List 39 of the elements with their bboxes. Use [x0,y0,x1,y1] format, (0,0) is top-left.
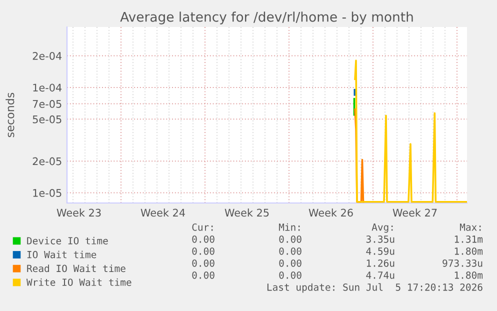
text: 1.80m [454,271,483,279]
text: Max: [460,224,481,231]
y-axis-title: seconds [6,92,14,138]
text: 1.31m [454,235,483,243]
text: Last update: Sun Jul 5 17:20:13 2026 [267,283,482,293]
text: 1.26u [366,259,394,267]
y-tick-label: 1e-04 [33,84,62,92]
text: 1.80m [454,247,483,255]
line-series [354,60,467,203]
text: 0.00 [279,247,302,255]
y-tick-label: 2e-05 [32,157,62,166]
legend-label: Read IO Wait time [27,264,126,272]
legend-label: Write IO Wait time [26,278,132,286]
x-tick-label: Week 25 [224,208,269,217]
text: 3.35u [366,235,394,243]
x-tick-label: Week 23 [56,208,101,217]
text: 0.00 [279,271,302,279]
x-tick-label: Week 27 [392,208,437,217]
y-tick-label: 1e-05 [33,189,62,197]
text: 0.00 [192,247,214,255]
x-tick-label: Week 24 [140,208,185,217]
text: 0.00 [279,259,302,267]
text: 0.00 [279,235,302,243]
text: 0.00 [192,235,214,243]
text: 0.00 [192,259,214,267]
y-tick-label: 7e-05 [32,100,62,108]
chart-title: Average latency for /dev/rl/home - by month [120,12,413,24]
text: 4.59u [366,247,394,255]
text: Cur: [192,223,213,231]
text: 4.74u [366,272,394,279]
text: Min: [278,223,300,231]
text: 973.33u [442,259,482,267]
text: 0.00 [192,271,214,279]
legend-label: Device IO time [27,236,108,244]
legend-label: IO Wait time [27,250,96,258]
y-tick-label: 5e-05 [32,115,62,124]
y-tick-label: 2e-04 [32,52,62,60]
text: Avg: [372,224,393,233]
x-tick-label: Week 26 [308,208,353,217]
